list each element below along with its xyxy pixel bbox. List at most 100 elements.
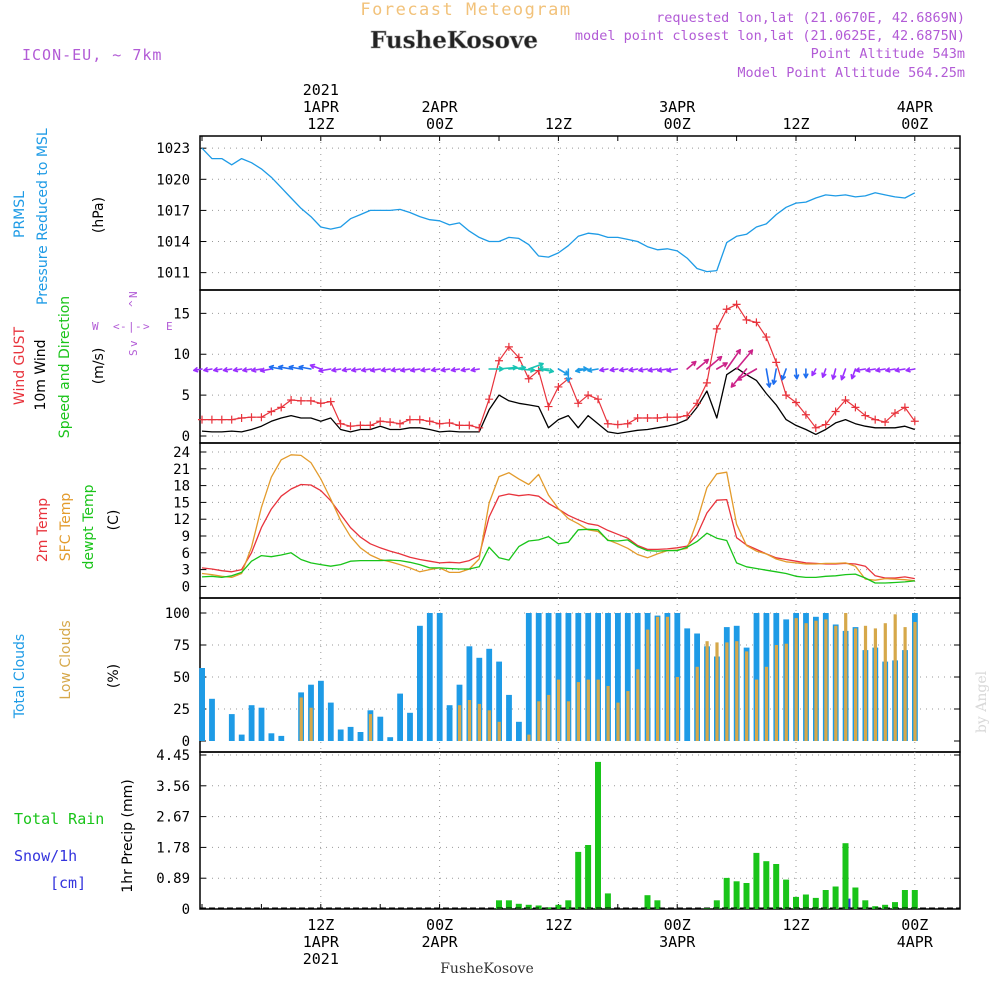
wind-arrow	[638, 367, 649, 373]
wind-arrow	[460, 367, 471, 373]
wind-arrow	[318, 367, 332, 374]
wind-arrow	[331, 367, 342, 373]
gust-marker	[326, 397, 335, 406]
gust-marker	[831, 407, 840, 416]
cloud-panel-labels: Total Clouds Low Clouds (%)	[12, 620, 122, 719]
low-cloud-bar	[537, 701, 541, 741]
y-tick-label: 1.78	[156, 840, 190, 856]
total-rain-label: Total Rain	[14, 810, 104, 828]
low-cloud-bar	[784, 643, 788, 741]
pressure-unit: (hPa)	[91, 197, 107, 233]
time-axis-label: 12Z	[782, 916, 809, 934]
low-cloud-bar	[566, 701, 571, 741]
gust-marker	[722, 305, 731, 314]
rain-bar	[832, 886, 839, 909]
pressure-panel	[199, 135, 961, 291]
total-cloud-bar	[565, 613, 572, 741]
time-axis-label: 12Z	[307, 115, 334, 133]
rain-bar	[525, 904, 532, 909]
gust-marker	[336, 419, 345, 428]
time-axis-label: 2021	[303, 81, 339, 99]
wind-arrow	[259, 367, 273, 373]
gust-marker	[386, 418, 395, 427]
rain-bar	[773, 864, 780, 909]
compass-dash-w: -	[120, 320, 127, 333]
gust-marker	[643, 414, 652, 423]
gust-marker	[693, 399, 701, 408]
gust-marker	[663, 413, 672, 422]
rain-bar	[555, 904, 562, 909]
cloud-unit: (%)	[106, 664, 122, 688]
precip-panel-labels: Total Rain Snow/1h [cm] 1hr Precip (mm)	[14, 779, 136, 892]
wind-gust-label: Wind GUST	[12, 326, 28, 405]
gust-marker	[811, 423, 820, 432]
y-tick-label: 9	[182, 529, 190, 545]
wind-arrow	[557, 368, 570, 376]
low-cloud-bar	[755, 679, 759, 741]
gust-marker	[465, 421, 474, 430]
wind-arrow	[725, 348, 741, 370]
time-axis-label: 3APR	[659, 98, 696, 116]
low-cloud-bar	[616, 702, 620, 741]
gust-marker	[287, 396, 296, 405]
gust-marker	[653, 414, 662, 423]
total-cloud-bar	[506, 694, 512, 741]
low-cloud-bar	[477, 703, 481, 741]
wind-speed-dir-label: Speed and Direction	[57, 296, 73, 438]
y-tick-label: 0.89	[156, 871, 190, 887]
rain-bar	[743, 883, 750, 909]
rain-bar	[545, 907, 552, 909]
rain-bar	[575, 851, 582, 909]
low-cloud-bar	[794, 618, 798, 741]
requested-point: requested lon,lat (21.0670E, 42.6869N)	[656, 10, 965, 26]
gust-marker	[603, 419, 612, 428]
rain-bar	[783, 879, 790, 909]
wind-arrow	[865, 367, 876, 373]
total-cloud-bar	[347, 726, 354, 741]
rain-bar	[901, 890, 908, 909]
y-tick-label: 21	[173, 462, 190, 478]
total-cloud-bar	[496, 661, 502, 741]
wind-arrow	[666, 367, 678, 373]
low-cloud-bar	[913, 622, 917, 741]
wind-arrow	[242, 367, 253, 373]
gust-marker	[455, 421, 464, 430]
dewpt-line	[201, 528, 915, 584]
time-axis-label: 00Z	[426, 115, 453, 133]
compass-up: ^	[127, 300, 140, 307]
time-axis-label: 12Z	[545, 916, 572, 934]
low-cloud-bar	[309, 707, 313, 741]
time-axis-label: 12Z	[545, 115, 572, 133]
gust-marker	[495, 356, 503, 365]
gust-marker	[623, 419, 632, 428]
time-axis-label: 00Z	[664, 916, 691, 934]
rain-bar	[852, 887, 859, 909]
total-cloud-bar	[387, 737, 394, 741]
total-cloud-bar	[377, 716, 384, 741]
wind-arrow	[538, 366, 550, 372]
time-axis-label: 12Z	[307, 916, 334, 934]
wind-arrow	[696, 358, 710, 370]
gust-marker	[712, 324, 721, 333]
snow-unit-label: [cm]	[50, 874, 86, 892]
low-cloud-bar	[656, 616, 660, 741]
rain-bar	[822, 890, 829, 909]
model-name: ICON-EU, ~ 7km	[22, 46, 162, 64]
low-cloud-bar	[586, 679, 590, 741]
rain-bar	[753, 852, 760, 909]
gust-marker	[267, 407, 276, 416]
low-cloud-bar	[695, 666, 699, 741]
low-cloud-bar	[844, 613, 848, 741]
compass-north: N	[127, 291, 140, 298]
rain-bar	[892, 902, 898, 909]
gust-marker	[247, 413, 256, 422]
y-tick-label: 1020	[156, 172, 190, 188]
total-cloud-bar	[278, 735, 285, 741]
total-cloud-bar	[466, 646, 473, 741]
rain-bar	[565, 900, 572, 909]
total-cloud-bar	[436, 613, 443, 741]
rain-bar	[713, 900, 720, 909]
time-axis-label: 2APR	[422, 933, 459, 951]
low-cloud-bar	[467, 700, 472, 741]
y-tick-label: 0	[182, 429, 190, 445]
